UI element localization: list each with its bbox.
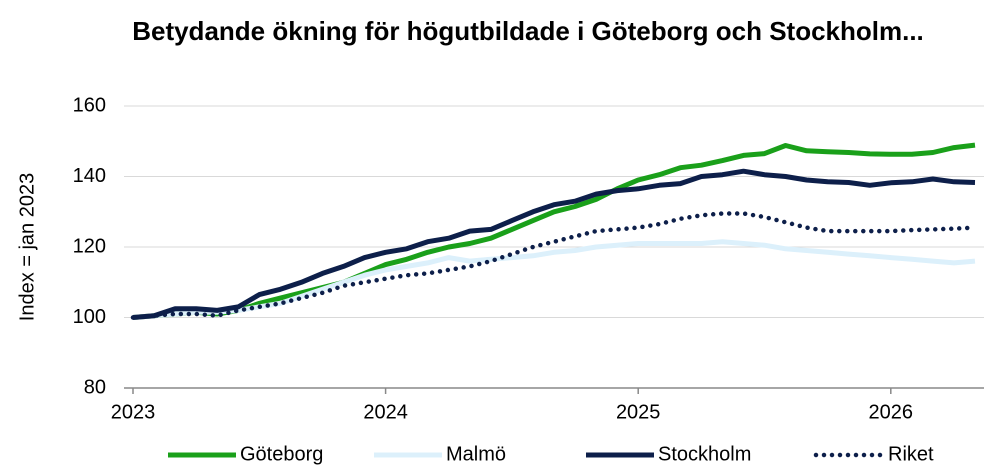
legend-label: Stockholm [658, 443, 751, 465]
legend-label: Göteborg [240, 443, 323, 465]
series-line [130, 211, 978, 320]
x-tick-label: 2024 [363, 401, 408, 423]
chart-title: Betydande ökning för högutbildade i Göte… [132, 16, 924, 46]
y-tick-label: 80 [84, 376, 106, 398]
y-tick-label: 160 [73, 94, 106, 116]
series-line [132, 239, 976, 320]
y-tick-label: 100 [73, 306, 106, 328]
y-axis-label: Index = jan 2023 [16, 173, 38, 321]
x-tick-label: 2025 [616, 401, 661, 423]
series-line [132, 142, 976, 320]
legend-label: Riket [888, 443, 934, 465]
y-tick-label: 120 [73, 235, 106, 257]
series-line [132, 168, 976, 320]
x-tick-label: 2026 [869, 401, 914, 423]
x-tick-label: 2023 [111, 401, 156, 423]
legend-label: Malmö [446, 443, 506, 465]
y-tick-label: 140 [73, 165, 106, 187]
